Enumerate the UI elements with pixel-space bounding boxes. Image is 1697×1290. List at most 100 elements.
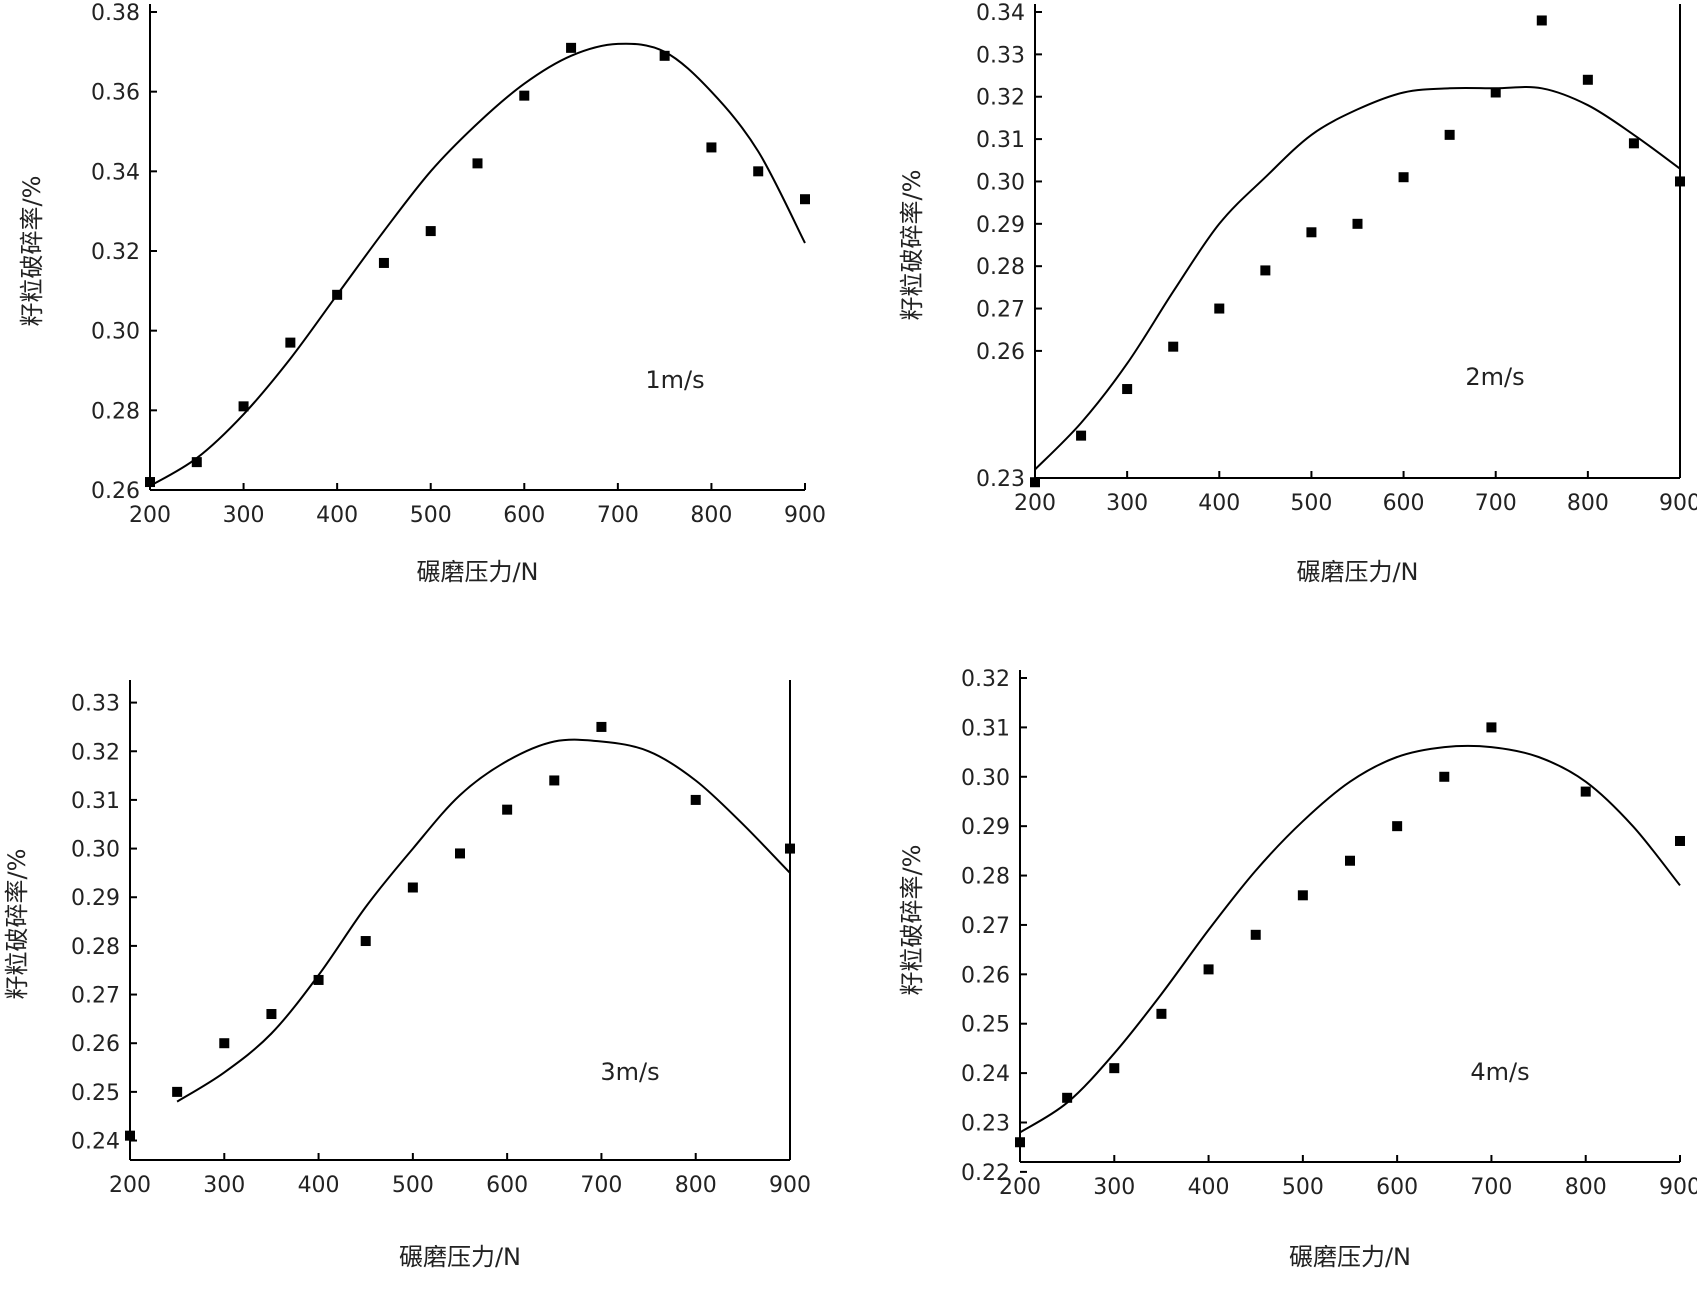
chart-4-y-tick-label: 0.32 (961, 667, 1010, 692)
chart-3-data-point (785, 843, 795, 854)
chart-3-x-tick-label: 400 (298, 1173, 340, 1198)
chart-4-data-point (1392, 821, 1403, 832)
chart-4-x-tick-label: 700 (1470, 1175, 1512, 1200)
chart-3-x-tick-label: 900 (769, 1173, 811, 1198)
chart-3-y-tick-label: 0.29 (71, 886, 120, 911)
chart-2-x-tick-label: 200 (1014, 491, 1056, 516)
chart-2-data-point (1490, 87, 1501, 98)
chart-3: 200 300 400 500 600 700 800 900 0.24 0.25 0.26 0.27… (3, 680, 811, 1271)
chart-4-y-axis-title: 籽粒破碎率/% (898, 845, 926, 996)
chart-1-speed-label: 1m/s (645, 366, 704, 394)
chart-4-data-point (1486, 722, 1497, 733)
chart-4-x-tick-label: 200 (999, 1175, 1041, 1200)
chart-3-y-axis-title: 籽粒破碎率/% (3, 849, 31, 1000)
chart-2-x-tick-label: 800 (1567, 491, 1609, 516)
chart-1-data-point (332, 289, 343, 300)
chart-1-y-tick-label: 0.32 (91, 240, 140, 265)
chart-2-data-point (1122, 384, 1133, 395)
chart-2-data-point (1675, 176, 1685, 187)
chart-1-data-point (425, 226, 436, 237)
chart-1-data-point (706, 142, 717, 153)
chart-2-data-point (1352, 218, 1363, 229)
chart-2-y-tick-label: 0.34 (976, 1, 1025, 26)
chart-4: 200 300 400 500 600 700 800 900 0.22 0.23 0.24 0.25… (898, 667, 1697, 1271)
chart-2-x-tick-label: 700 (1475, 491, 1517, 516)
chart-3-x-axis-title: 碾磨压力/N (399, 1243, 521, 1271)
chart-panel-1: 200 300 400 500 600 700 800 900 0.26 0.28 0.30 0.32… (0, 0, 840, 620)
chart-2-x-tick-label: 300 (1106, 491, 1148, 516)
chart-2-data-point (1306, 227, 1317, 238)
chart-3-y-tick-label: 0.33 (71, 692, 120, 717)
chart-2-y-tick-label: 0.32 (976, 86, 1025, 111)
chart-1-data-point (472, 158, 483, 169)
chart-1-x-tick-label: 400 (316, 503, 358, 528)
chart-3-x-tick-label: 800 (675, 1173, 717, 1198)
chart-4-x-tick-label: 600 (1376, 1175, 1418, 1200)
chart-2-speed-label: 2m/s (1465, 363, 1524, 391)
chart-3-data-point (313, 974, 324, 985)
chart-2-y-axis-title: 籽粒破碎率/% (898, 170, 926, 321)
chart-3-data-point (219, 1038, 230, 1049)
chart-1-data-point (800, 194, 810, 205)
chart-4-y-tick-label: 0.25 (961, 1013, 1010, 1038)
chart-4-data-point (1062, 1092, 1073, 1103)
chart-2-y-tick-label: 0.26 (976, 340, 1025, 365)
chart-4-y-tick-label: 0.27 (961, 914, 1010, 939)
chart-2-data-point (1030, 477, 1040, 488)
chart-4-data-point (1250, 929, 1261, 940)
chart-4-x-tick-label: 800 (1565, 1175, 1607, 1200)
chart-4-data-point (1109, 1063, 1120, 1074)
chart-2-x-tick-label: 900 (1659, 491, 1697, 516)
chart-1-data-point (566, 42, 577, 53)
chart-1-x-tick-label: 200 (129, 503, 171, 528)
chart-panel-4: 200 300 400 500 600 700 800 900 0.22 0.23 0.24 0.25… (880, 660, 1697, 1290)
chart-3-y-tick-label: 0.28 (71, 935, 120, 960)
chart-2-y-tick-label: 0.27 (976, 298, 1025, 323)
chart-4-y-tick-label: 0.31 (961, 716, 1010, 741)
chart-3-y-tick-label: 0.24 (71, 1130, 120, 1155)
chart-1-data-point (191, 457, 202, 468)
chart-2-data-point (1536, 15, 1547, 26)
chart-4-y-tick-label: 0.30 (961, 766, 1010, 791)
chart-3-data-point (125, 1130, 135, 1141)
chart-1-data-point (145, 477, 155, 488)
chart-4-data-point (1345, 855, 1355, 866)
chart-2-y-tick-label: 0.29 (976, 213, 1025, 238)
chart-1-data-point (378, 257, 389, 268)
chart-3-data-point (407, 882, 418, 893)
chart-4-speed-label: 4m/s (1470, 1058, 1529, 1086)
chart-3-fit-curve (176, 738, 791, 1103)
chart-3-y-tick-label: 0.31 (71, 789, 120, 814)
chart-3-y-tick-label: 0.26 (71, 1032, 120, 1057)
chart-1-data-point (285, 337, 296, 348)
chart-4-x-tick-label: 500 (1282, 1175, 1324, 1200)
chart-1-y-tick-label: 0.38 (91, 1, 140, 26)
chart-3-x-tick-label: 200 (109, 1173, 151, 1198)
chart-2-y-tick-label: 0.33 (976, 43, 1025, 68)
chart-2-y-tick-label: 0.30 (976, 170, 1025, 195)
chart-2-fit-curve (1034, 86, 1681, 471)
chart-4-data-point (1580, 786, 1591, 797)
chart-2-y-tick-label: 0.28 (976, 255, 1025, 280)
chart-4-y-tick-label: 0.23 (961, 1111, 1010, 1136)
chart-2-y-tick-label: 0.23 (976, 467, 1025, 492)
chart-1: 200 300 400 500 600 700 800 900 0.26 0.28 0.30 0.32… (18, 1, 826, 586)
chart-2-data-point (1214, 303, 1225, 314)
chart-2-data-point (1628, 138, 1639, 149)
chart-3-data-point (172, 1086, 183, 1097)
chart-1-x-tick-label: 500 (410, 503, 452, 528)
chart-2-y-tick-label: 0.31 (976, 128, 1025, 153)
chart-4-data-point (1297, 890, 1308, 901)
chart-3-data-point (549, 775, 560, 786)
chart-2-data-point (1260, 265, 1271, 276)
chart-1-data-point (519, 90, 530, 101)
chart-2-data-point (1168, 341, 1179, 352)
chart-3-data-point (360, 936, 371, 947)
chart-1-x-tick-label: 900 (784, 503, 826, 528)
chart-4-data-point (1015, 1137, 1025, 1148)
chart-1-fit-curve (149, 42, 806, 487)
chart-3-data-point (502, 804, 513, 815)
chart-1-y-tick-label: 0.30 (91, 320, 140, 345)
chart-4-x-tick-label: 400 (1188, 1175, 1230, 1200)
chart-1-data-point (238, 401, 249, 412)
